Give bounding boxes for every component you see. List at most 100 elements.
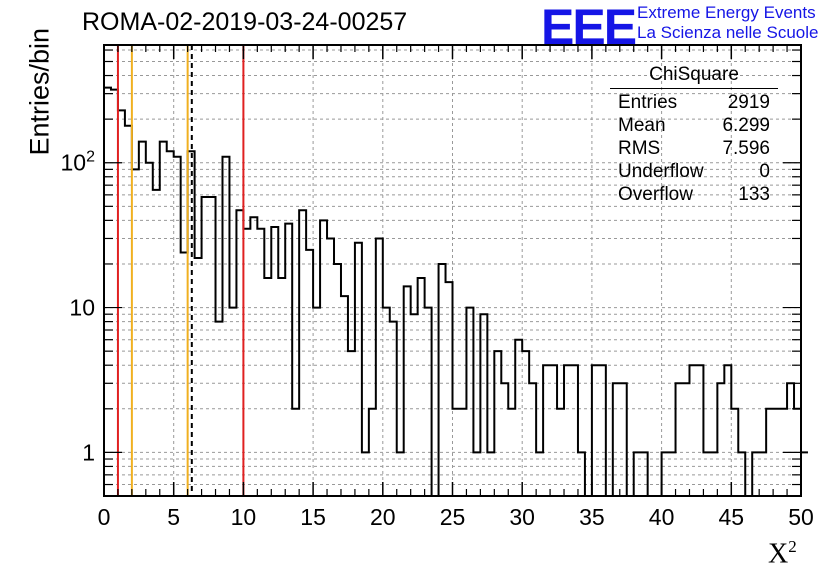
histogram-bin <box>397 452 404 496</box>
histogram-bin <box>689 365 696 496</box>
histogram-bin <box>564 365 571 496</box>
histogram-bin <box>731 409 738 496</box>
histogram-bin <box>592 365 599 496</box>
histogram-bin <box>501 383 508 496</box>
histogram-bin <box>285 224 292 496</box>
stats-row: Mean 6.299 <box>610 114 778 137</box>
x-tick-label: 30 <box>509 504 535 530</box>
x-tick-label: 40 <box>649 504 675 530</box>
stats-title: ChiSquare <box>610 64 778 89</box>
stats-label: Entries <box>618 92 678 113</box>
histogram-bin <box>787 383 794 496</box>
histogram-bin <box>348 351 355 496</box>
histogram-bin <box>146 163 153 496</box>
histogram-bin <box>515 340 522 496</box>
histogram-bin <box>111 90 118 496</box>
histogram-bin <box>404 286 411 496</box>
plot-area <box>104 45 801 496</box>
histogram-bin <box>453 409 460 496</box>
histogram-bin <box>202 197 209 496</box>
y-tick-label: 1 <box>82 439 95 465</box>
histogram-bin <box>418 278 425 496</box>
histogram-bin <box>738 452 745 496</box>
histogram-bin <box>181 253 188 496</box>
histogram-bin <box>529 383 536 496</box>
x-axis-label-base: X <box>768 538 789 570</box>
histogram-bin <box>167 151 174 496</box>
stats-label: Mean <box>618 115 666 136</box>
stats-label: Underflow <box>618 161 704 182</box>
histogram-bin <box>229 308 236 496</box>
x-tick-label: 50 <box>788 504 814 530</box>
histogram-bin <box>508 409 515 496</box>
x-tick-label: 35 <box>579 504 605 530</box>
x-tick-label: 15 <box>300 504 326 530</box>
x-tick-label: 45 <box>719 504 745 530</box>
histogram-bin <box>132 169 139 496</box>
histogram-bin <box>327 238 334 496</box>
histogram-bin <box>411 314 418 496</box>
histogram-bin <box>710 452 717 496</box>
histogram-bin <box>250 217 257 496</box>
histogram-bin <box>522 351 529 496</box>
histogram-bin <box>174 157 181 496</box>
histogram-bin <box>257 229 264 496</box>
stats-value: 133 <box>738 184 770 205</box>
stats-value: 2919 <box>727 92 770 113</box>
histogram-bin <box>222 157 229 496</box>
histogram-bin <box>299 210 306 496</box>
histogram-bin <box>383 308 390 496</box>
histogram-bin <box>662 452 669 496</box>
stats-box: ChiSquare Entries 2919 Mean 6.299 RMS 7.596 Un… <box>610 64 778 206</box>
histogram-bin <box>355 243 362 496</box>
histogram-bin <box>390 322 397 496</box>
histogram-bin <box>717 383 724 496</box>
histogram-bin <box>264 278 271 496</box>
histogram-bin <box>536 452 543 496</box>
histogram-bin <box>153 190 160 496</box>
x-axis-label: X2 <box>768 537 797 570</box>
histogram-bin <box>425 308 432 496</box>
histogram-bin <box>641 452 648 496</box>
stats-label: Overflow <box>618 184 693 205</box>
histogram-bin <box>271 227 278 496</box>
histogram-bin <box>278 278 285 496</box>
histogram-bin <box>369 409 376 496</box>
x-tick-label: 25 <box>440 504 466 530</box>
stats-label: RMS <box>618 138 661 159</box>
x-tick-label: 5 <box>167 504 180 530</box>
histogram-bin <box>334 264 341 496</box>
histogram-bin <box>473 452 480 496</box>
histogram-bin <box>439 264 446 496</box>
histogram-bin <box>236 210 243 496</box>
stats-value: 7.596 <box>722 138 770 159</box>
histogram-bin <box>766 409 773 496</box>
histogram-bin <box>459 409 466 496</box>
stats-row: Overflow 133 <box>610 183 778 206</box>
histogram-bin <box>613 383 620 496</box>
y-tick-label: 102 <box>61 149 96 176</box>
histogram-bin <box>320 220 327 496</box>
histogram-bin <box>543 365 550 496</box>
x-tick-label: 10 <box>231 504 257 530</box>
stats-row: Entries 2919 <box>610 91 778 114</box>
histogram-bin <box>669 452 676 496</box>
histogram-bin <box>578 452 585 496</box>
histogram-bin <box>118 110 125 496</box>
eee-logo: EEE <box>541 0 637 55</box>
histogram-bin <box>676 383 683 496</box>
x-tick-label: 0 <box>98 504 111 530</box>
histogram-bin <box>313 308 320 496</box>
histogram-bin <box>683 383 690 496</box>
stats-value: 0 <box>759 161 770 182</box>
histogram-bin <box>243 229 250 496</box>
histogram-bin <box>292 409 299 496</box>
histogram-bin <box>620 383 627 496</box>
histogram-bin <box>125 126 132 496</box>
stats-value: 6.299 <box>722 115 770 136</box>
histogram-bin <box>599 365 606 496</box>
histogram-bin <box>480 314 487 496</box>
histogram-bin <box>773 409 780 496</box>
histogram-bin <box>376 238 383 496</box>
